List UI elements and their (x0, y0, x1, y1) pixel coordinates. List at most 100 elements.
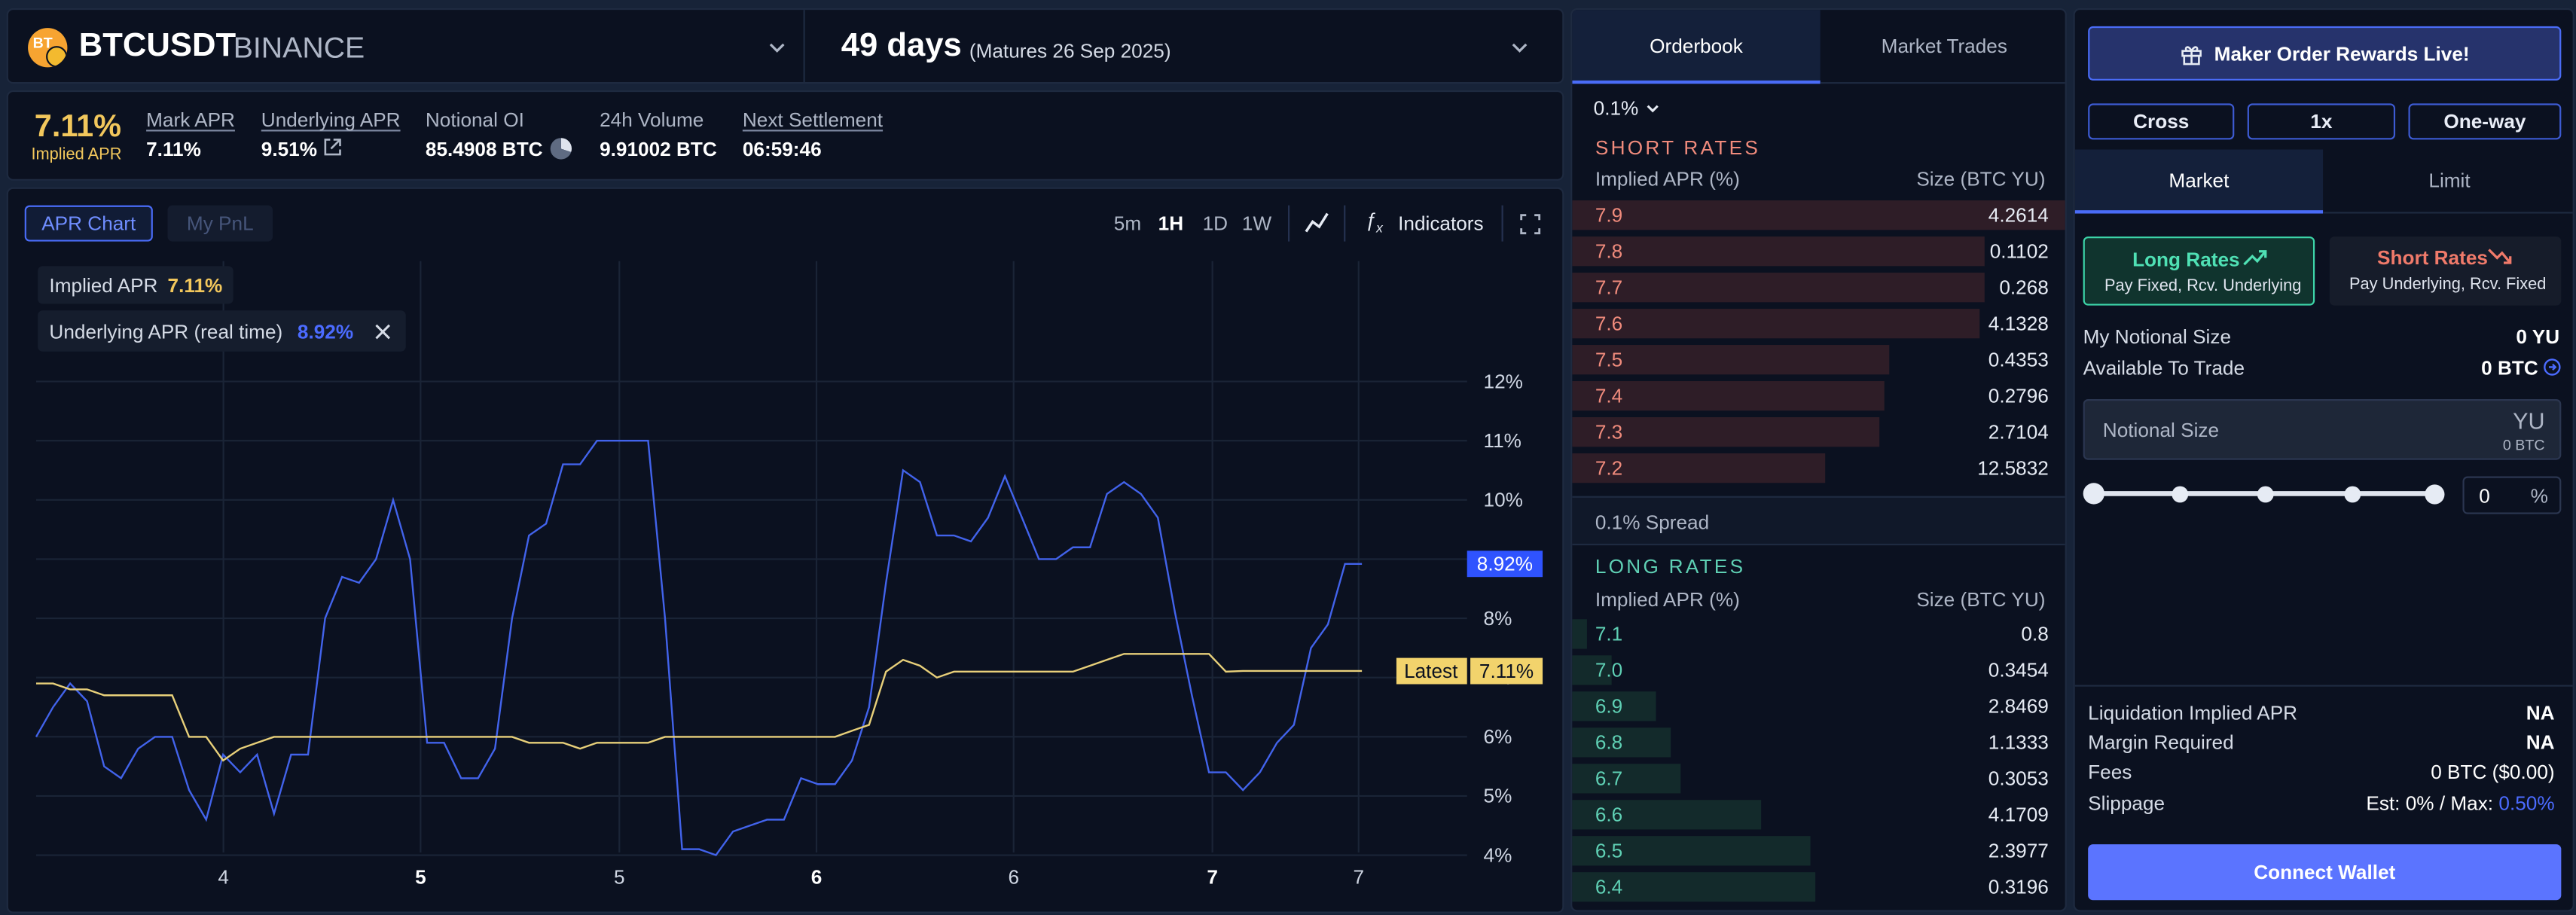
timeframe-5m[interactable]: 5m (1113, 212, 1142, 235)
margin-mode-label: Cross (2133, 110, 2190, 133)
notional-unit: YU (2513, 407, 2545, 434)
timeframe-1w[interactable]: 1W (1241, 212, 1272, 235)
short-rate-apr: 7.4 (1595, 384, 1623, 407)
implied-last-value-tag (1470, 657, 1543, 685)
slider-stop[interactable] (2172, 486, 2189, 503)
short-rate-row[interactable]: 7.8 0.1102 (1572, 236, 2065, 267)
long-col-apr: Implied APR (%) (1595, 587, 1740, 612)
short-col-size: Size (BTC YU) (1916, 167, 2046, 191)
long-depth-bar (1572, 655, 1612, 685)
timeframe-1h[interactable]: 1H (1158, 212, 1184, 235)
long-rate-size: 2.8469 (1988, 694, 2049, 718)
symbol-chevron-down-icon[interactable] (768, 38, 787, 57)
connect-wallet-button[interactable]: Connect Wallet (2088, 844, 2562, 901)
position-mode-label: One-way (2443, 110, 2526, 133)
long-rate-row[interactable]: 6.4 0.3196 (1572, 872, 2065, 902)
slider-stop[interactable] (2257, 486, 2274, 503)
percent-input[interactable]: 0 % (2462, 476, 2562, 514)
short-rates-sub: Pay Underlying, Rcv. Fixed (2349, 276, 2547, 294)
precision-select[interactable]: 0.1% (1594, 97, 1662, 120)
short-rates-button[interactable]: Short Rates Pay Underlying, Rcv. Fixed (2329, 236, 2562, 306)
external-link-icon[interactable] (322, 136, 343, 157)
short-rate-row[interactable]: 7.5 0.4353 (1572, 345, 2065, 375)
deposit-arrow-icon[interactable] (2543, 358, 2561, 376)
spread-label: 0.1% Spread (1595, 511, 1710, 534)
short-rate-row[interactable]: 7.3 2.7104 (1572, 416, 2065, 447)
line-chart-type-icon[interactable] (1303, 209, 1331, 236)
latest-label-tag (1396, 657, 1467, 685)
implied-apr-line[interactable] (35, 653, 1363, 762)
underlying-apr-line[interactable] (35, 439, 1363, 856)
symbol-title[interactable]: BTCUSDT (78, 28, 237, 65)
short-depth-bar (1572, 416, 1880, 447)
slippage-max[interactable]: 0.50% (2498, 791, 2555, 815)
maturity-chevron-down-icon[interactable] (1509, 38, 1529, 57)
trend-up-icon (2243, 250, 2267, 266)
long-rate-apr: 6.7 (1595, 767, 1623, 791)
rewards-banner[interactable]: Maker Order Rewards Live! (2088, 26, 2562, 81)
tab-apr-chart-label: APR Chart (41, 212, 136, 235)
indicators-fx-icon[interactable]: ƒx (1365, 208, 1383, 236)
timeframe-1d[interactable]: 1D (1202, 212, 1228, 235)
short-rates-title: SHORT RATES (1595, 136, 1761, 160)
available-label: Available To Trade (2083, 356, 2245, 380)
short-rate-row[interactable]: 7.2 12.5832 (1572, 453, 2065, 483)
slider-stop[interactable] (2344, 486, 2361, 503)
leverage-button[interactable]: 1x (2247, 103, 2396, 140)
y-tick-label: 10% (1484, 489, 1523, 511)
long-rates-button[interactable]: Long Rates Pay Fixed, Rcv. Underlying (2083, 236, 2315, 306)
maturity-days[interactable]: 49 days (841, 28, 962, 65)
tab-orderbook[interactable]: Orderbook (1572, 10, 1821, 84)
long-rates-title: Long Rates (2132, 248, 2240, 271)
fullscreen-icon[interactable] (1520, 214, 1541, 235)
long-rate-apr: 7.1 (1595, 622, 1623, 646)
x-tick-label: 6 (811, 865, 823, 888)
tab-limit[interactable]: Limit (2323, 149, 2573, 214)
long-rate-row[interactable]: 6.6 4.1709 (1572, 800, 2065, 830)
long-rate-row[interactable]: 6.5 2.3977 (1572, 836, 2065, 866)
size-slider[interactable] (2083, 483, 2445, 506)
position-mode-button[interactable]: One-way (2408, 103, 2562, 140)
long-rate-row[interactable]: 6.9 2.8469 (1572, 691, 2065, 721)
trade-panel: Maker Order Rewards Live! Cross 1x One-w… (2073, 8, 2574, 912)
y-tick-label: 8% (1484, 607, 1512, 630)
slider-stop[interactable] (2425, 484, 2445, 505)
chevron-down-icon (1647, 105, 1659, 113)
orderbook-panel: Orderbook Market Trades 0.1% SHORT RATES… (1570, 8, 2067, 912)
long-rate-size: 0.3053 (1988, 767, 2049, 791)
underlying-last-value: 8.92% (1477, 552, 1533, 575)
long-rate-row[interactable]: 6.7 0.3053 (1572, 764, 2065, 794)
short-rate-row[interactable]: 7.9 4.2614 (1572, 200, 2065, 230)
rewards-banner-label: Maker Order Rewards Live! (2214, 41, 2470, 66)
notional-oi-value: 85.4908 BTC (425, 138, 543, 161)
short-rate-row[interactable]: 7.7 0.268 (1572, 273, 2065, 303)
margin-mode-button[interactable]: Cross (2088, 103, 2235, 140)
tab-apr-chart[interactable]: APR Chart (24, 205, 153, 242)
margin-required-value: NA (2526, 730, 2555, 755)
long-rates-title: LONG RATES (1595, 555, 1746, 578)
close-icon[interactable] (374, 324, 391, 340)
long-rate-row[interactable]: 6.8 1.1333 (1572, 727, 2065, 758)
underlying-apr-label: Underlying APR (261, 108, 401, 132)
long-rate-row[interactable]: 7.1 0.8 (1572, 619, 2065, 649)
tab-my-pnl[interactable]: My PnL (167, 205, 273, 242)
indicators-button[interactable]: Indicators (1398, 212, 1484, 235)
liq-apr-value: NA (2526, 701, 2555, 724)
apr-chart[interactable]: 12%11%10%9%8%7%6%5%4%45566778.92%Latest7… (8, 189, 1564, 913)
next-settlement-value: 06:59:46 (742, 138, 822, 161)
long-rate-row[interactable]: 7.0 0.3454 (1572, 655, 2065, 685)
tab-market[interactable]: Market (2074, 149, 2324, 214)
fees-label: Fees (2088, 760, 2132, 784)
long-rate-size: 4.1709 (1988, 803, 2049, 827)
short-depth-bar (1572, 309, 1979, 339)
slider-handle[interactable] (2083, 483, 2104, 505)
liq-apr-label: Liquidation Implied APR (2088, 701, 2298, 724)
tab-market-trades[interactable]: Market Trades (1820, 10, 2065, 84)
short-rate-size: 12.5832 (1977, 456, 2049, 480)
long-rate-apr: 6.6 (1595, 803, 1623, 827)
notional-size-input[interactable]: Notional Size YU 0 BTC (2083, 399, 2562, 460)
slippage-value[interactable]: Est: 0% / Max: 0.50% (2366, 791, 2554, 815)
tab-market-trades-label: Market Trades (1881, 34, 2007, 58)
short-rate-row[interactable]: 7.4 0.2796 (1572, 381, 2065, 411)
short-rate-row[interactable]: 7.6 4.1328 (1572, 309, 2065, 339)
